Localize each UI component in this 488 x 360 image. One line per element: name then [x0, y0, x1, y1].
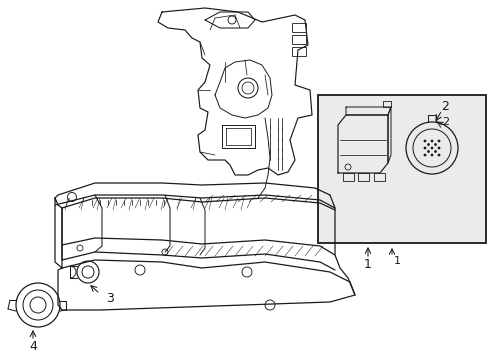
- Text: 1: 1: [364, 258, 371, 271]
- Circle shape: [433, 150, 436, 153]
- Circle shape: [433, 143, 436, 146]
- Bar: [373, 173, 384, 181]
- Bar: [291, 23, 305, 32]
- Bar: [291, 35, 305, 44]
- Circle shape: [430, 154, 432, 156]
- Circle shape: [430, 140, 432, 143]
- Circle shape: [437, 147, 440, 149]
- Circle shape: [423, 147, 426, 149]
- Bar: [291, 47, 305, 56]
- Bar: [317, 95, 485, 243]
- Text: 1: 1: [393, 256, 400, 266]
- Text: 4: 4: [29, 341, 37, 354]
- Circle shape: [426, 150, 429, 153]
- Circle shape: [437, 140, 440, 143]
- Text: 2: 2: [442, 117, 448, 127]
- Circle shape: [430, 147, 432, 149]
- Bar: [342, 173, 353, 181]
- Circle shape: [423, 140, 426, 143]
- Text: 3: 3: [106, 292, 114, 305]
- Circle shape: [423, 154, 426, 156]
- Bar: [357, 173, 368, 181]
- Circle shape: [437, 154, 440, 156]
- Circle shape: [426, 143, 429, 146]
- Text: 2: 2: [440, 99, 448, 112]
